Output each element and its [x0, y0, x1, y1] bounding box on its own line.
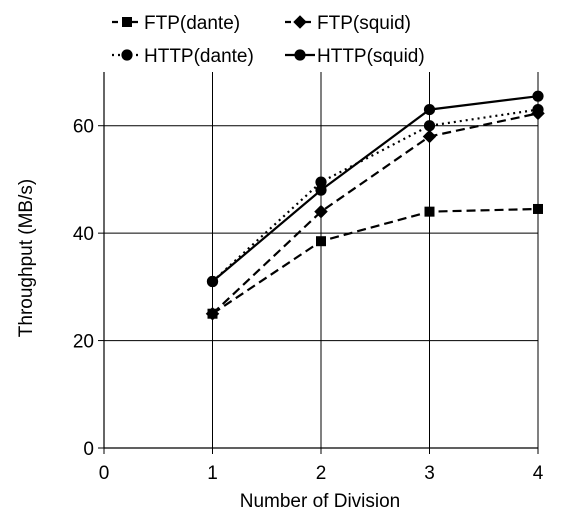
x-tick-label: 4 — [533, 463, 544, 484]
y-tick-label: 60 — [73, 117, 94, 138]
legend-item: HTTP(dante) — [112, 46, 254, 67]
legend-marker — [293, 15, 307, 29]
legend-item: FTP(dante) — [112, 13, 240, 34]
data-point — [423, 120, 436, 132]
series-line — [211, 112, 539, 315]
axis-layer — [98, 72, 539, 454]
series-FTP(dante) — [207, 203, 543, 319]
data-point — [315, 176, 327, 188]
data-point — [205, 306, 220, 321]
data-point — [423, 104, 436, 116]
data-point — [422, 129, 437, 144]
data-point — [315, 184, 327, 196]
legend-item: HTTP(squid) — [285, 46, 425, 67]
data-point — [533, 203, 543, 214]
x-tick-label: 3 — [424, 463, 435, 484]
series-layer — [205, 90, 545, 321]
y-axis-label: Throughput (MB/s) — [16, 179, 37, 337]
data-point — [532, 104, 544, 116]
y-tick-label: 0 — [83, 439, 94, 460]
y-tick-label: 20 — [73, 332, 94, 353]
legend-label: FTP(squid) — [317, 13, 411, 34]
legend-marker — [121, 49, 133, 61]
series-FTP(squid) — [205, 106, 545, 321]
legend-label: FTP(dante) — [144, 13, 240, 34]
x-tick-label: 0 — [99, 463, 110, 484]
series-line — [211, 95, 539, 283]
series-HTTP(dante) — [206, 104, 544, 288]
x-tick-label: 1 — [207, 463, 218, 484]
y-tick-label: 40 — [73, 224, 94, 245]
data-point — [532, 90, 544, 102]
x-tick-label: 2 — [316, 463, 327, 484]
data-point — [316, 236, 326, 247]
data-point — [206, 275, 219, 288]
legend: FTP(dante) FTP(squid) HTTP(dante) HTTP(squi… — [112, 13, 425, 67]
series-HTTP(squid) — [206, 90, 544, 288]
series-line — [211, 108, 539, 283]
legend-item: FTP(squid) — [285, 13, 411, 34]
grid-layer — [104, 72, 539, 448]
series-line — [211, 207, 539, 315]
data-point — [424, 206, 435, 217]
legend-marker — [122, 17, 132, 27]
x-axis-label: Number of Division — [240, 491, 401, 511]
legend-label: HTTP(dante) — [144, 46, 254, 67]
legend-label: HTTP(squid) — [317, 46, 425, 67]
legend-marker — [294, 49, 306, 61]
data-point — [314, 204, 328, 219]
